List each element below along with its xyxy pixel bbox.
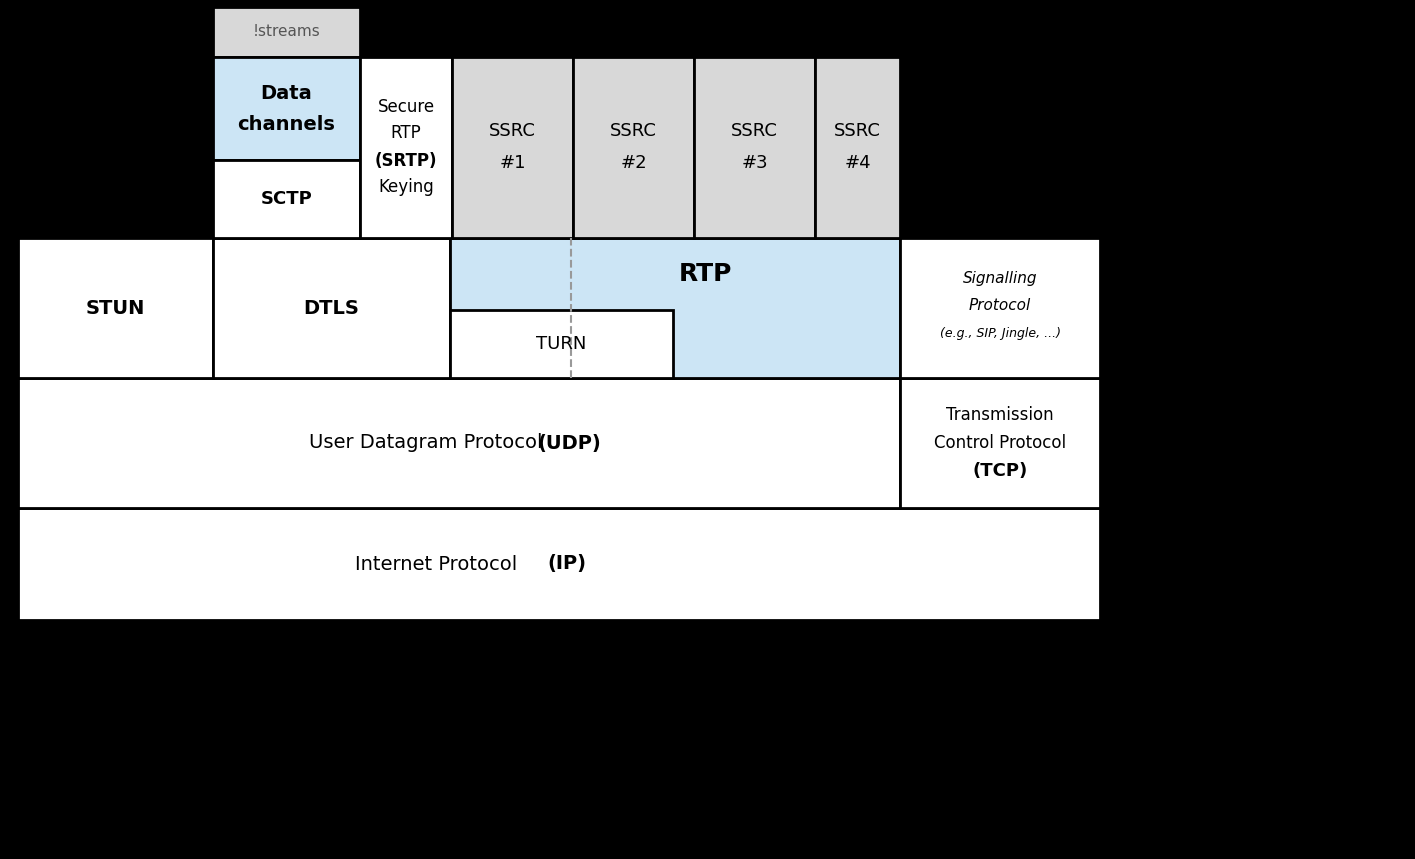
Bar — [18, 238, 214, 378]
Bar — [214, 160, 359, 238]
Text: RTP: RTP — [678, 262, 732, 286]
Bar — [900, 238, 1099, 378]
Text: (SRTP): (SRTP) — [375, 153, 437, 170]
Text: Transmission: Transmission — [947, 406, 1054, 424]
Text: #4: #4 — [845, 155, 870, 173]
Bar — [18, 508, 1099, 620]
Text: (e.g., SIP, Jingle, ...): (e.g., SIP, Jingle, ...) — [940, 327, 1060, 340]
Text: SSRC: SSRC — [610, 123, 657, 141]
Text: RTP: RTP — [391, 125, 422, 143]
Text: (UDP): (UDP) — [538, 434, 601, 453]
Text: #2: #2 — [620, 155, 647, 173]
Bar — [18, 378, 900, 508]
Text: channels: channels — [238, 115, 335, 134]
Text: Secure: Secure — [378, 99, 434, 117]
Bar — [573, 57, 693, 238]
Bar — [900, 378, 1099, 508]
Text: Control Protocol: Control Protocol — [934, 434, 1065, 452]
Text: STUN: STUN — [86, 298, 146, 318]
Text: (TCP): (TCP) — [972, 462, 1027, 480]
Bar — [359, 57, 451, 238]
Bar — [450, 238, 900, 378]
Bar — [693, 57, 815, 238]
Bar — [214, 7, 359, 57]
Text: Keying: Keying — [378, 179, 434, 197]
Text: DTLS: DTLS — [304, 298, 359, 318]
Text: #3: #3 — [741, 155, 768, 173]
Text: (IP): (IP) — [548, 555, 586, 574]
Text: Signalling: Signalling — [962, 271, 1037, 285]
Text: SSRC: SSRC — [732, 123, 778, 141]
Text: TURN: TURN — [536, 335, 587, 353]
Text: Internet Protocol: Internet Protocol — [355, 555, 524, 574]
Text: SCTP: SCTP — [260, 190, 313, 208]
Bar — [451, 57, 573, 238]
Text: #1: #1 — [499, 155, 526, 173]
Text: User Datagram Protocol: User Datagram Protocol — [308, 434, 549, 453]
Bar — [450, 310, 674, 378]
Text: Protocol: Protocol — [969, 298, 1032, 314]
Bar — [214, 238, 450, 378]
Text: Data: Data — [260, 84, 313, 103]
Text: SSRC: SSRC — [490, 123, 536, 141]
Bar — [214, 57, 359, 160]
Text: !streams: !streams — [253, 25, 320, 40]
Text: SSRC: SSRC — [833, 123, 882, 141]
Bar — [815, 57, 900, 238]
